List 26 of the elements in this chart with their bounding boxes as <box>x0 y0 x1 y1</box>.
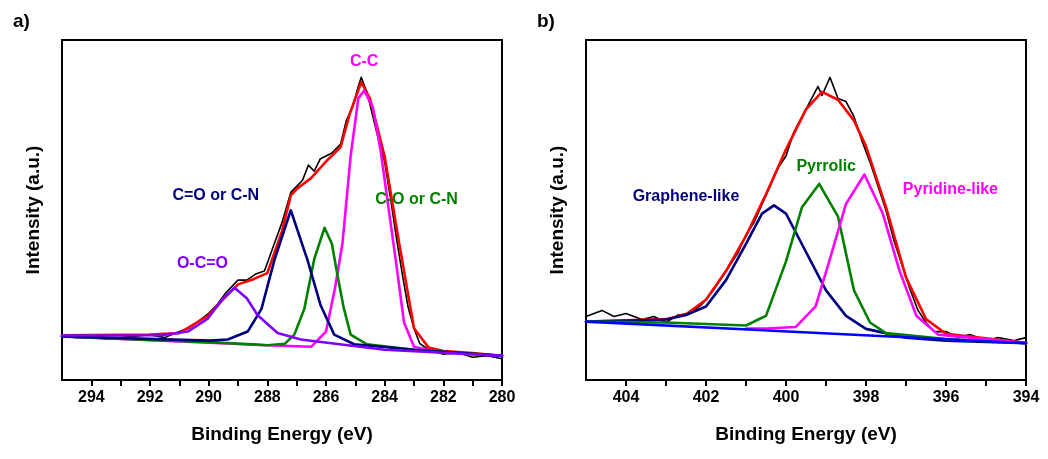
series-label: Pyridine-like <box>902 180 999 198</box>
x-tick-label: 398 <box>852 387 880 405</box>
x-tick-label: 284 <box>371 387 399 405</box>
x-tick-label: 396 <box>932 387 960 405</box>
chart-title: a) <box>13 10 30 31</box>
y-axis-title: Intensity (a.u.) <box>22 145 43 275</box>
x-tick-label: 404 <box>612 387 640 405</box>
x-tick-label: 400 <box>772 387 800 405</box>
x-tick-label: 294 <box>77 387 105 405</box>
x-tick-label: 292 <box>136 387 164 405</box>
chart-title: b) <box>537 10 555 31</box>
text: C=O or C-N <box>172 185 260 203</box>
x-tick-label: 280 <box>488 387 516 405</box>
x-axis-title: Binding Energy (eV) <box>715 423 897 444</box>
series-label: Pyrrolic <box>796 157 857 175</box>
x-tick-label: 290 <box>195 387 223 405</box>
x-tick-label: 394 <box>1012 387 1040 405</box>
x-tick-label: 288 <box>253 387 281 405</box>
y-axis-title: Intensity (a.u.) <box>546 145 567 275</box>
x-axis-title: Binding Energy (eV) <box>191 423 373 444</box>
x-tick-label: 402 <box>692 387 720 405</box>
x-tick-label: 286 <box>312 387 340 405</box>
series-label: C-C <box>349 51 379 69</box>
x-tick-label: 282 <box>429 387 457 405</box>
series-label: O-C=O <box>176 254 229 272</box>
series-label: Graphene-like <box>632 186 740 204</box>
